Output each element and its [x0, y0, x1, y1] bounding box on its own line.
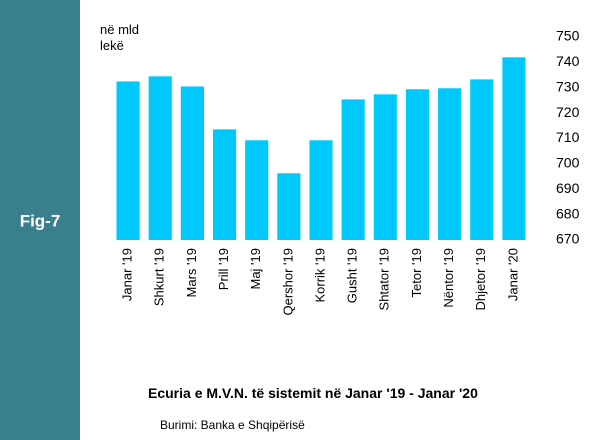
- bar: [373, 94, 397, 240]
- x-tick-label: Maj '19: [248, 248, 263, 290]
- y-tick-label: 690: [556, 180, 580, 196]
- bar: [470, 79, 494, 240]
- source: Burimi: Banka e Shqipërisë: [160, 418, 305, 432]
- x-tick-label: Shkurt '19: [152, 248, 167, 306]
- chart-title: Ecuria e M.V.N. të sistemit në Janar '19…: [148, 385, 478, 401]
- x-tick-label: Janar '20: [505, 248, 520, 301]
- x-tick-label: Dhjetor '19: [473, 248, 488, 310]
- y-tick-label: 670: [556, 231, 580, 247]
- x-tick-label: Gusht '19: [345, 248, 360, 303]
- y-tick-label: 720: [556, 104, 580, 120]
- y-tick-label: 680: [556, 205, 580, 221]
- x-tick-label: Nëntor '19: [441, 248, 456, 308]
- bar: [116, 81, 140, 240]
- bar: [245, 140, 269, 240]
- y-tick-label: 750: [556, 28, 580, 44]
- x-tick-label: Prill '19: [216, 248, 231, 290]
- unit-label: në mld lekë: [100, 22, 140, 53]
- bar: [180, 86, 204, 240]
- y-tick-label: 740: [556, 53, 580, 69]
- x-tick-label: Mars '19: [184, 248, 199, 297]
- x-tick-label: Korrik '19: [312, 248, 327, 303]
- bar: [502, 57, 526, 240]
- y-tick-label: 700: [556, 155, 580, 171]
- x-tick-label: Shtator '19: [377, 248, 392, 310]
- bar: [309, 140, 333, 240]
- figure-label: Fig-7: [20, 211, 61, 230]
- bar: [212, 129, 237, 240]
- y-tick-label: 710: [556, 129, 580, 145]
- bar: [341, 99, 365, 240]
- x-tick-label: Tetor '19: [409, 248, 424, 297]
- side-panel: [0, 0, 80, 440]
- bar: [148, 76, 172, 240]
- x-tick-label: Qershor '19: [280, 248, 295, 316]
- bar: [277, 173, 301, 240]
- bar: [405, 89, 430, 241]
- y-tick-label: 730: [556, 78, 580, 94]
- x-tick-label: Janar '19: [120, 248, 135, 301]
- bar: [438, 88, 462, 240]
